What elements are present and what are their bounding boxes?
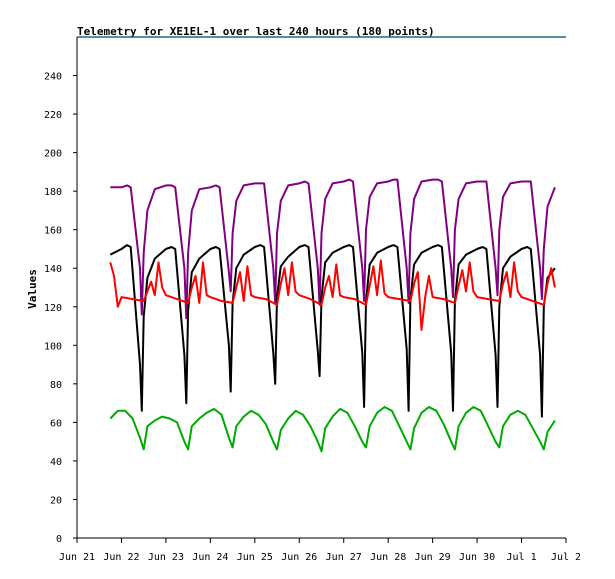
x-tick-label: Jul 2 xyxy=(551,552,581,563)
y-tick-label: 20 xyxy=(50,495,62,506)
series-line-2 xyxy=(109,244,556,418)
x-tick-label: Jun 25 xyxy=(237,552,273,563)
x-tick-label: Jun 27 xyxy=(326,552,362,563)
axes-layer: 0 20 40 60 80 100 120 140 160 180 200 220 240 Jun 21 J… xyxy=(44,37,581,563)
series-line-3 xyxy=(109,259,556,331)
y-tick-label: 120 xyxy=(44,303,62,314)
y-tick-label: 0 xyxy=(56,534,62,545)
x-tick-label: Jun 21 xyxy=(59,552,95,563)
x-tick-label: Jun 24 xyxy=(192,552,228,563)
y-tick-label: 60 xyxy=(50,418,62,429)
series-line-4 xyxy=(109,406,556,453)
y-axis-label: Values xyxy=(26,269,39,309)
x-tick-label: Jul 1 xyxy=(506,552,536,563)
y-tick-label: 80 xyxy=(50,380,62,391)
y-tick-label: 220 xyxy=(44,110,62,121)
y-tick-label: 140 xyxy=(44,264,62,275)
y-tick-label: 200 xyxy=(44,149,62,160)
chart-title: Telemetry for XE1EL-1 over last 240 hour… xyxy=(77,25,435,38)
series-layer xyxy=(109,178,556,453)
x-tick-label: Jun 30 xyxy=(459,552,495,563)
x-tick-label: Jun 23 xyxy=(148,552,184,563)
y-tick-label: 160 xyxy=(44,226,62,237)
x-tick-label: Jun 29 xyxy=(415,552,451,563)
x-tick-label: Jun 26 xyxy=(281,552,317,563)
y-tick-label: 40 xyxy=(50,457,62,468)
x-tick-label: Jun 22 xyxy=(103,552,139,563)
x-tick-label: Jun 28 xyxy=(370,552,406,563)
y-tick-label: 100 xyxy=(44,341,62,352)
y-tick-label: 240 xyxy=(44,72,62,83)
y-tick-label: 180 xyxy=(44,187,62,198)
series-line-1 xyxy=(110,178,556,320)
